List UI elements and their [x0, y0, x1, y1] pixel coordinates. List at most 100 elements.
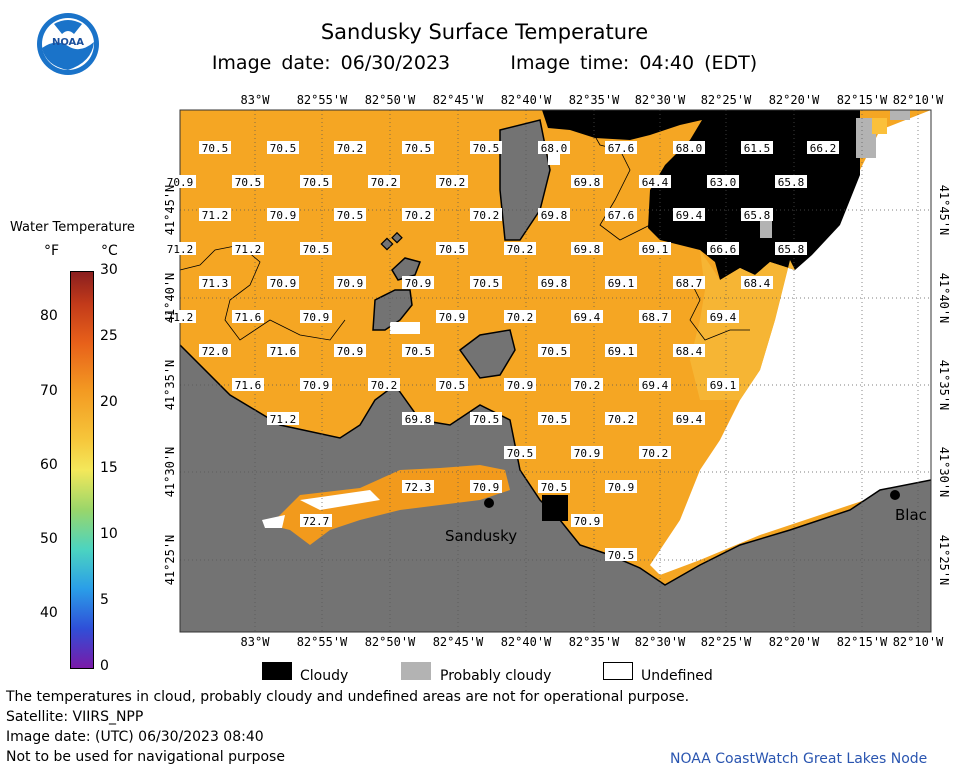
undefined-shore-patch	[262, 515, 285, 528]
temperature-label: 65.8	[741, 208, 773, 222]
map-frame	[179, 109, 932, 633]
credit-link[interactable]: NOAA CoastWatch Great Lakes Node	[670, 751, 928, 767]
svg-text:69.1: 69.1	[710, 379, 737, 392]
temperature-label: 71.2	[164, 310, 196, 324]
svg-text:68.4: 68.4	[676, 345, 703, 358]
svg-text:61.5: 61.5	[744, 142, 771, 155]
svg-text:70.5: 70.5	[337, 209, 364, 222]
svg-text:68.7: 68.7	[676, 277, 703, 290]
svg-text:71.2: 71.2	[270, 413, 297, 426]
svg-text:69.4: 69.4	[574, 311, 601, 324]
svg-text:70.9: 70.9	[507, 379, 534, 392]
svg-text:68.0: 68.0	[676, 142, 703, 155]
temperature-label: 70.9	[267, 208, 299, 222]
lon-label: 82°55'W	[297, 93, 348, 107]
colorbar-c-tick: 5	[100, 592, 109, 608]
temperature-label: 68.7	[639, 310, 671, 324]
temperature-label: 66.2	[807, 141, 839, 155]
lat-label: 41°30'N	[937, 447, 951, 498]
island-middle-bass	[391, 257, 421, 281]
svg-text:70.9: 70.9	[405, 277, 432, 290]
colorbar-c-tick: 0	[100, 658, 109, 674]
svg-text:68.4: 68.4	[744, 277, 771, 290]
svg-text:70.9: 70.9	[270, 277, 297, 290]
temperature-label: 70.5	[504, 446, 536, 460]
lon-label: 82°10'W	[893, 635, 944, 649]
svg-text:70.2: 70.2	[608, 413, 635, 426]
svg-text:70.5: 70.5	[405, 142, 432, 155]
temperature-label: 70.5	[470, 276, 502, 290]
logo-text: NOAA	[52, 37, 84, 48]
svg-text:70.2: 70.2	[371, 176, 398, 189]
lon-label: 82°25'W	[701, 93, 752, 107]
temperature-label: 68.4	[673, 344, 705, 358]
svg-text:70.2: 70.2	[337, 142, 364, 155]
colorbar-f-tick: 70	[40, 383, 58, 399]
temperature-label: 70.5	[402, 141, 434, 155]
svg-text:69.4: 69.4	[676, 209, 703, 222]
lat-label: 41°25'N	[163, 535, 177, 586]
svg-text:71.6: 71.6	[235, 311, 262, 324]
colorbar-title: Water Temperature	[10, 220, 135, 235]
svg-text:68.0: 68.0	[541, 142, 568, 155]
temperature-label: 68.0	[538, 141, 570, 155]
svg-text:71.2: 71.2	[202, 209, 229, 222]
temperature-label: 69.8	[571, 175, 603, 189]
svg-text:67.6: 67.6	[608, 209, 635, 222]
island-small	[391, 231, 403, 244]
colorbar-f-tick: 60	[40, 457, 58, 473]
temperature-label: 70.5	[199, 141, 231, 155]
temperature-label: 70.5	[402, 344, 434, 358]
temperature-label: 68.7	[673, 276, 705, 290]
legend-label-undefined: Undefined	[641, 668, 713, 684]
svg-text:70.9: 70.9	[167, 176, 194, 189]
temperature-label: 70.2	[334, 141, 366, 155]
cloud-patch-sandusky	[542, 495, 568, 521]
undefined-region	[650, 110, 931, 575]
temperature-label: 68.0	[673, 141, 705, 155]
temperature-label: 71.2	[199, 208, 231, 222]
colorbar-c-tick: 15	[100, 460, 118, 476]
svg-text:70.5: 70.5	[473, 142, 500, 155]
svg-text:63.0: 63.0	[710, 176, 737, 189]
lon-label: 82°20'W	[769, 93, 820, 107]
temperature-label: 70.5	[538, 480, 570, 494]
image-time: Image time: 04:40 (EDT)	[510, 52, 758, 74]
probably-cloudy-patch	[890, 110, 910, 120]
temperature-label: 70.2	[605, 412, 637, 426]
temperature-label: 72.3	[402, 480, 434, 494]
temperature-label: 70.9	[470, 480, 502, 494]
temperature-label: 70.5	[267, 141, 299, 155]
lon-label: 82°50'W	[365, 93, 416, 107]
temperature-label: 70.2	[571, 378, 603, 392]
svg-text:70.9: 70.9	[473, 481, 500, 494]
colorbar-c-tick: 10	[100, 526, 118, 542]
lon-label: 82°40'W	[501, 635, 552, 649]
lat-label: 41°25'N	[937, 535, 951, 586]
svg-text:71.2: 71.2	[235, 243, 262, 256]
place-label-blac: Blac	[895, 506, 927, 524]
temperature-label: 70.9	[504, 378, 536, 392]
svg-text:69.8: 69.8	[541, 277, 568, 290]
svg-text:70.9: 70.9	[270, 209, 297, 222]
temperature-label: 69.1	[605, 276, 637, 290]
svg-text:66.2: 66.2	[810, 142, 837, 155]
svg-text:70.5: 70.5	[507, 447, 534, 460]
temperature-label: 67.6	[605, 141, 637, 155]
temperature-label: 70.9	[164, 175, 196, 189]
svg-text:69.4: 69.4	[676, 413, 703, 426]
temperature-label: 70.5	[605, 548, 637, 562]
temperature-label: 69.4	[673, 412, 705, 426]
temperature-label: 70.9	[605, 480, 637, 494]
colorbar-f-tick: 40	[40, 605, 58, 621]
image-date: Image date: 06/30/2023	[211, 52, 451, 74]
temperature-label: 71.6	[232, 310, 264, 324]
temperature-label: 69.4	[639, 378, 671, 392]
island-kelleys	[458, 329, 516, 379]
svg-text:70.9: 70.9	[439, 311, 466, 324]
temperature-label: 70.9	[334, 344, 366, 358]
temperature-label: 69.4	[571, 310, 603, 324]
legend-swatch-cloudy	[262, 662, 292, 680]
svg-text:72.0: 72.0	[202, 345, 229, 358]
temperature-label: 70.5	[436, 242, 468, 256]
